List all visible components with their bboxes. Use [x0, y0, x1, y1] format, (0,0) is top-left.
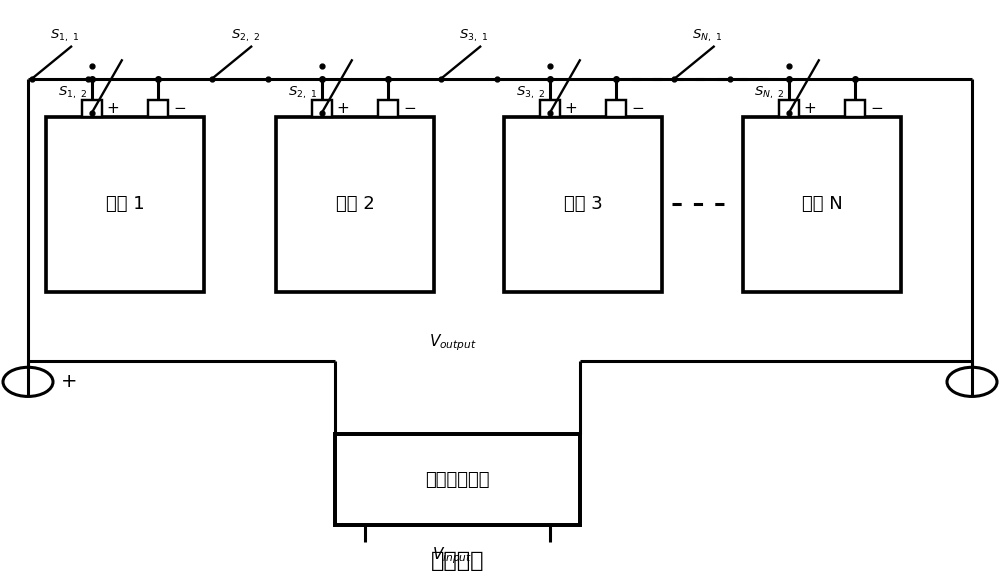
Text: $S_{N,\ 1}$: $S_{N,\ 1}$ — [692, 27, 723, 44]
Text: 充电输入: 充电输入 — [431, 552, 484, 571]
Text: $S_{1,\ 1}$: $S_{1,\ 1}$ — [50, 27, 79, 44]
Text: 电池 1: 电池 1 — [106, 195, 144, 213]
Text: $S_{1,\ 2}$: $S_{1,\ 2}$ — [58, 84, 87, 101]
Bar — [312, 100, 332, 117]
Text: 电池 3: 电池 3 — [564, 195, 602, 213]
Bar — [335, 434, 580, 525]
Bar — [606, 100, 626, 117]
Text: $S_{2,\ 1}$: $S_{2,\ 1}$ — [288, 84, 317, 101]
Bar — [276, 117, 434, 292]
Text: 电池 2: 电池 2 — [336, 195, 374, 213]
Text: $S_{N,\ 2}$: $S_{N,\ 2}$ — [754, 84, 784, 101]
Bar — [743, 117, 901, 292]
Text: $S_{2,\ 2}$: $S_{2,\ 2}$ — [231, 27, 259, 44]
Text: $S_{3,\ 2}$: $S_{3,\ 2}$ — [516, 84, 545, 101]
Text: +: + — [565, 101, 578, 116]
Text: −: − — [403, 101, 416, 116]
Text: $V_{input}$: $V_{input}$ — [432, 545, 473, 566]
Text: $S_{3,\ 1}$: $S_{3,\ 1}$ — [459, 27, 489, 44]
Bar — [540, 100, 560, 117]
Text: 降压稳压电路: 降压稳压电路 — [425, 470, 490, 489]
Bar — [378, 100, 398, 117]
Bar — [845, 100, 865, 117]
Text: +: + — [337, 101, 350, 116]
Bar — [504, 117, 662, 292]
Bar — [779, 100, 799, 117]
Text: +: + — [61, 373, 78, 391]
Text: 电池 N: 电池 N — [802, 195, 842, 213]
Bar — [46, 117, 204, 292]
Bar — [148, 100, 168, 117]
Text: +: + — [804, 101, 817, 116]
Text: $V_{output}$: $V_{output}$ — [429, 332, 476, 353]
Text: −: − — [870, 101, 883, 116]
Text: −: − — [631, 101, 644, 116]
Text: −: − — [173, 101, 186, 116]
Text: +: + — [107, 101, 120, 116]
Bar — [82, 100, 102, 117]
